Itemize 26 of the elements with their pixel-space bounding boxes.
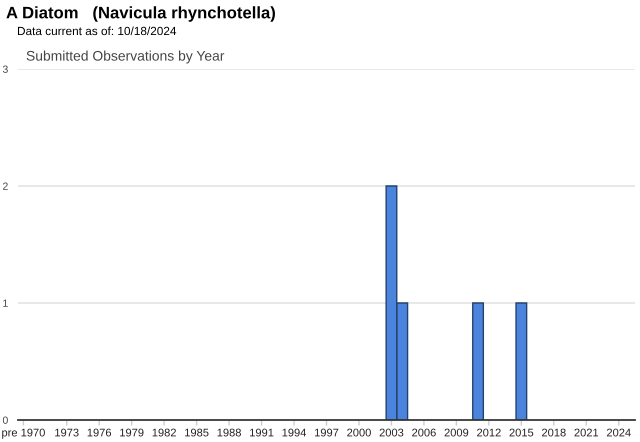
x-tick-label: 2024 <box>606 428 631 436</box>
x-tick-label: 2006 <box>412 428 436 436</box>
x-tick-label: 2003 <box>380 428 404 436</box>
x-tick-label: 1994 <box>282 428 306 436</box>
x-tick-label: 2012 <box>477 428 501 436</box>
x-tick-label: 1997 <box>314 428 338 436</box>
x-tick-label: 1976 <box>88 428 112 436</box>
x-tick-label: 1973 <box>55 428 79 436</box>
x-tick-label: 2009 <box>444 428 468 436</box>
x-tick-label: 1991 <box>250 428 274 436</box>
x-tick-label: 1982 <box>152 428 176 436</box>
x-tick-label: 1985 <box>185 428 208 436</box>
x-tick-label: 2018 <box>542 428 566 436</box>
x-tick-label: 2015 <box>510 428 534 436</box>
chart-title: A Diatom (Navicula rhynchotella) <box>6 6 275 22</box>
y-tick-label: 0 <box>2 416 8 424</box>
y-tick-label: 2 <box>3 182 8 190</box>
x-tick-label: 2000 <box>347 428 371 436</box>
text: Submitted Observations by Year <box>26 50 224 64</box>
x-tick-label: 1988 <box>218 428 241 436</box>
chart-subtitle: Data current as of: 10/18/2024 <box>18 26 176 36</box>
x-tick-label: 2021 <box>574 428 598 436</box>
y-tick-label: 3 <box>2 66 8 73</box>
x-tick-label: 1979 <box>120 428 144 436</box>
y-tick-label: 1 <box>3 300 8 307</box>
x-tick-label: pre 1970 <box>2 428 45 439</box>
